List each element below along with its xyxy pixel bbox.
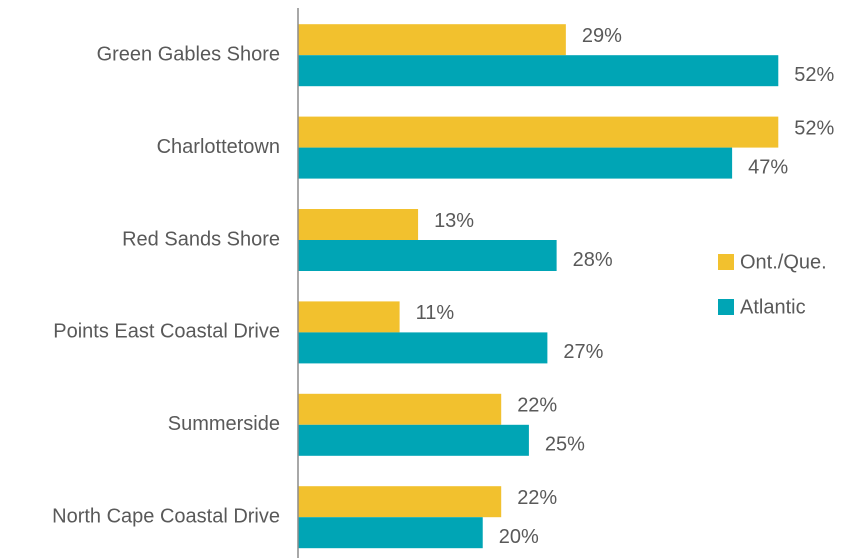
data-label: 11% <box>416 302 455 324</box>
data-label: 22% <box>517 487 557 509</box>
data-label: 52% <box>794 64 834 86</box>
legend-swatch <box>718 299 734 315</box>
y-tick-label: Points East Coastal Drive <box>53 321 280 343</box>
data-label: 22% <box>517 395 557 417</box>
y-tick-label: Green Gables Shore <box>97 43 280 65</box>
data-label: 29% <box>582 25 622 47</box>
legend-swatch <box>718 254 734 270</box>
bar <box>298 393 502 425</box>
data-label: 13% <box>434 210 474 232</box>
data-label: 27% <box>563 341 603 363</box>
bar <box>298 301 400 333</box>
bar <box>298 424 529 456</box>
bar <box>298 517 483 549</box>
data-label: 20% <box>499 526 539 548</box>
y-tick-label: Summerside <box>168 413 280 435</box>
y-tick-label: Charlottetown <box>157 136 280 158</box>
legend-label: Ont./Que. <box>740 251 827 273</box>
bar <box>298 116 779 148</box>
bar <box>298 486 502 518</box>
y-tick-label: North Cape Coastal Drive <box>52 505 280 527</box>
bar <box>298 209 419 240</box>
data-label: 52% <box>794 117 834 139</box>
legend-label: Atlantic <box>740 296 806 318</box>
bar <box>298 240 557 271</box>
y-tick-label: Red Sands Shore <box>122 228 280 250</box>
bar <box>298 332 548 364</box>
data-label: 28% <box>573 249 613 271</box>
data-label: 25% <box>545 434 585 456</box>
bar <box>298 24 566 56</box>
bar <box>298 147 733 179</box>
bar <box>298 55 779 87</box>
data-label: 47% <box>748 156 788 178</box>
